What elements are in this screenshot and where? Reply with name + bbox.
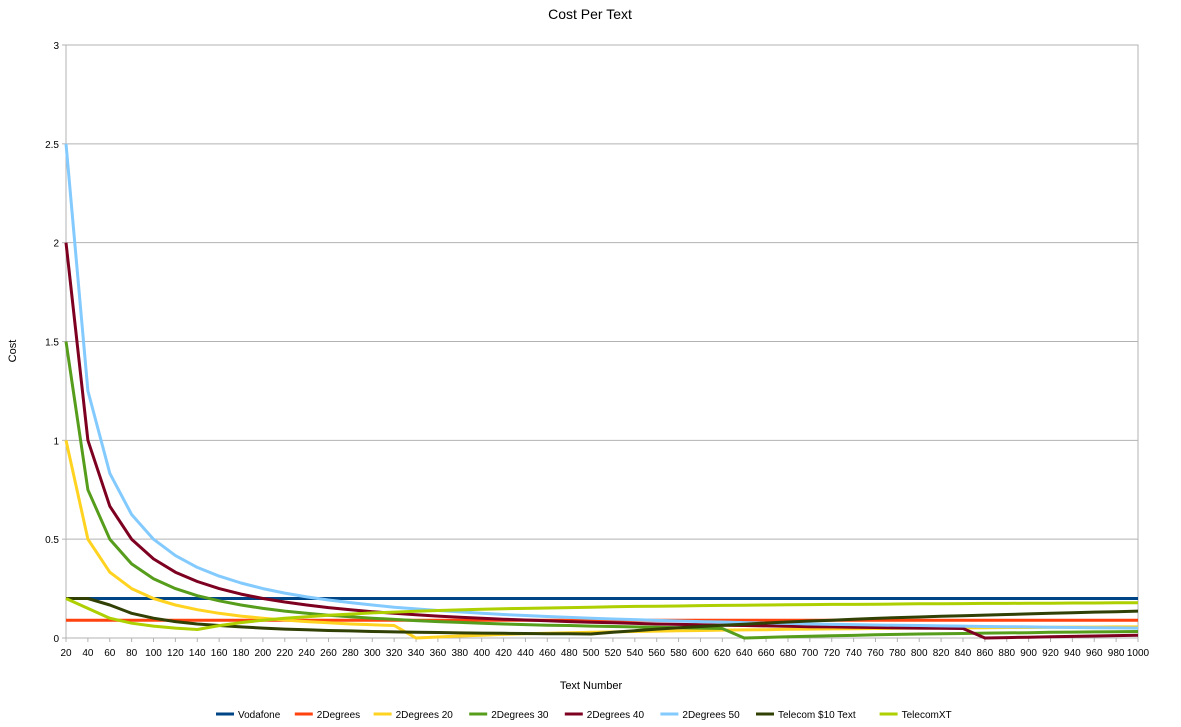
x-axis-title: Text Number xyxy=(560,680,623,692)
x-tick-label: 260 xyxy=(320,648,337,659)
series-line-7 xyxy=(66,597,1139,636)
x-tick-label: 300 xyxy=(364,648,381,659)
y-axis-title: Cost xyxy=(7,340,19,363)
x-tick-label: 200 xyxy=(255,648,272,659)
x-tick-label: 620 xyxy=(714,648,731,659)
x-tick-label: 440 xyxy=(517,648,534,659)
x-tick-label: 600 xyxy=(692,648,709,659)
series-line-8 xyxy=(65,597,1138,631)
x-tick-label: 580 xyxy=(670,648,687,659)
x-tick-label: 740 xyxy=(845,648,862,659)
legend-label: 2Degrees 30 xyxy=(491,710,549,721)
legend: Vodafone 2Degrees 2Degrees 20 2Degrees 30 2D… xyxy=(216,710,952,721)
x-tick-label: 120 xyxy=(167,648,184,659)
y-tick-label: 0 xyxy=(53,634,59,645)
y-tick-label: 2.5 xyxy=(45,140,59,151)
legend-label: Vodafone xyxy=(238,710,281,721)
x-tick-label: 360 xyxy=(430,648,447,659)
x-tick-label: 860 xyxy=(977,648,994,659)
chart-title: Cost Per Text xyxy=(548,6,632,22)
x-tick-label: 560 xyxy=(648,648,665,659)
x-tick-label: 640 xyxy=(736,648,753,659)
y-axis-ticks: 0 0.5 1 1.5 2 2.5 3 xyxy=(45,41,66,645)
x-tick-label: 80 xyxy=(126,648,138,659)
x-tick-label: 20 xyxy=(60,648,72,659)
series-line-6 xyxy=(64,143,1139,630)
x-tick-label: 180 xyxy=(233,648,250,659)
x-tick-label: 160 xyxy=(211,648,228,659)
y-tick-label: 2 xyxy=(53,239,59,250)
x-tick-label: 760 xyxy=(867,648,884,659)
x-tick-label: 320 xyxy=(386,648,403,659)
x-tick-label: 960 xyxy=(1086,648,1103,659)
x-tick-label: 540 xyxy=(626,648,643,659)
x-tick-label: 100 xyxy=(145,648,162,659)
x-tick-label: 240 xyxy=(298,648,315,659)
x-tick-label: 40 xyxy=(82,648,94,659)
x-tick-label: 220 xyxy=(276,648,293,659)
legend-label: 2Degrees xyxy=(317,710,360,721)
x-tick-label: 680 xyxy=(780,648,797,659)
x-tick-label: 900 xyxy=(1020,648,1037,659)
x-tick-label: 1000 xyxy=(1127,648,1150,659)
x-tick-label: 720 xyxy=(823,648,840,659)
x-tick-label: 800 xyxy=(911,648,928,659)
legend-label: 2Degrees 50 xyxy=(682,710,740,721)
x-tick-label: 980 xyxy=(1108,648,1125,659)
x-tick-label: 880 xyxy=(998,648,1015,659)
x-tick-label: 140 xyxy=(189,648,206,659)
legend-label: TelecomXT xyxy=(902,710,952,721)
series-lines xyxy=(64,143,1139,640)
x-tick-label: 660 xyxy=(758,648,775,659)
x-tick-label: 60 xyxy=(104,648,116,659)
y-tick-label: 1 xyxy=(53,436,59,447)
x-tick-label: 460 xyxy=(539,648,556,659)
x-tick-label: 920 xyxy=(1042,648,1059,659)
x-tick-label: 840 xyxy=(955,648,972,659)
x-tick-label: 480 xyxy=(561,648,578,659)
x-tick-label: 820 xyxy=(933,648,950,659)
x-tick-label: 400 xyxy=(473,648,490,659)
y-tick-label: 0.5 xyxy=(45,535,59,546)
x-axis-ticks: 20 40 60 80 100 120 140 160 180 200 220 240 260 280 30… xyxy=(60,638,1150,659)
x-tick-label: 420 xyxy=(495,648,512,659)
gridlines xyxy=(66,44,1138,639)
legend-label: 2Degrees 40 xyxy=(587,710,645,721)
legend-label: 2Degrees 20 xyxy=(396,710,454,721)
x-tick-label: 500 xyxy=(583,648,600,659)
x-tick-label: 280 xyxy=(342,648,359,659)
x-tick-label: 940 xyxy=(1064,648,1081,659)
x-tick-label: 380 xyxy=(451,648,468,659)
x-tick-label: 780 xyxy=(889,648,906,659)
y-tick-label: 3 xyxy=(53,41,59,52)
series-line-4 xyxy=(64,341,1139,640)
legend-label: Telecom $10 Text xyxy=(778,710,856,721)
x-tick-label: 520 xyxy=(605,648,622,659)
x-tick-label: 700 xyxy=(801,648,818,659)
y-tick-label: 1.5 xyxy=(45,338,59,349)
series-line-5 xyxy=(64,242,1139,640)
x-tick-label: 340 xyxy=(408,648,425,659)
